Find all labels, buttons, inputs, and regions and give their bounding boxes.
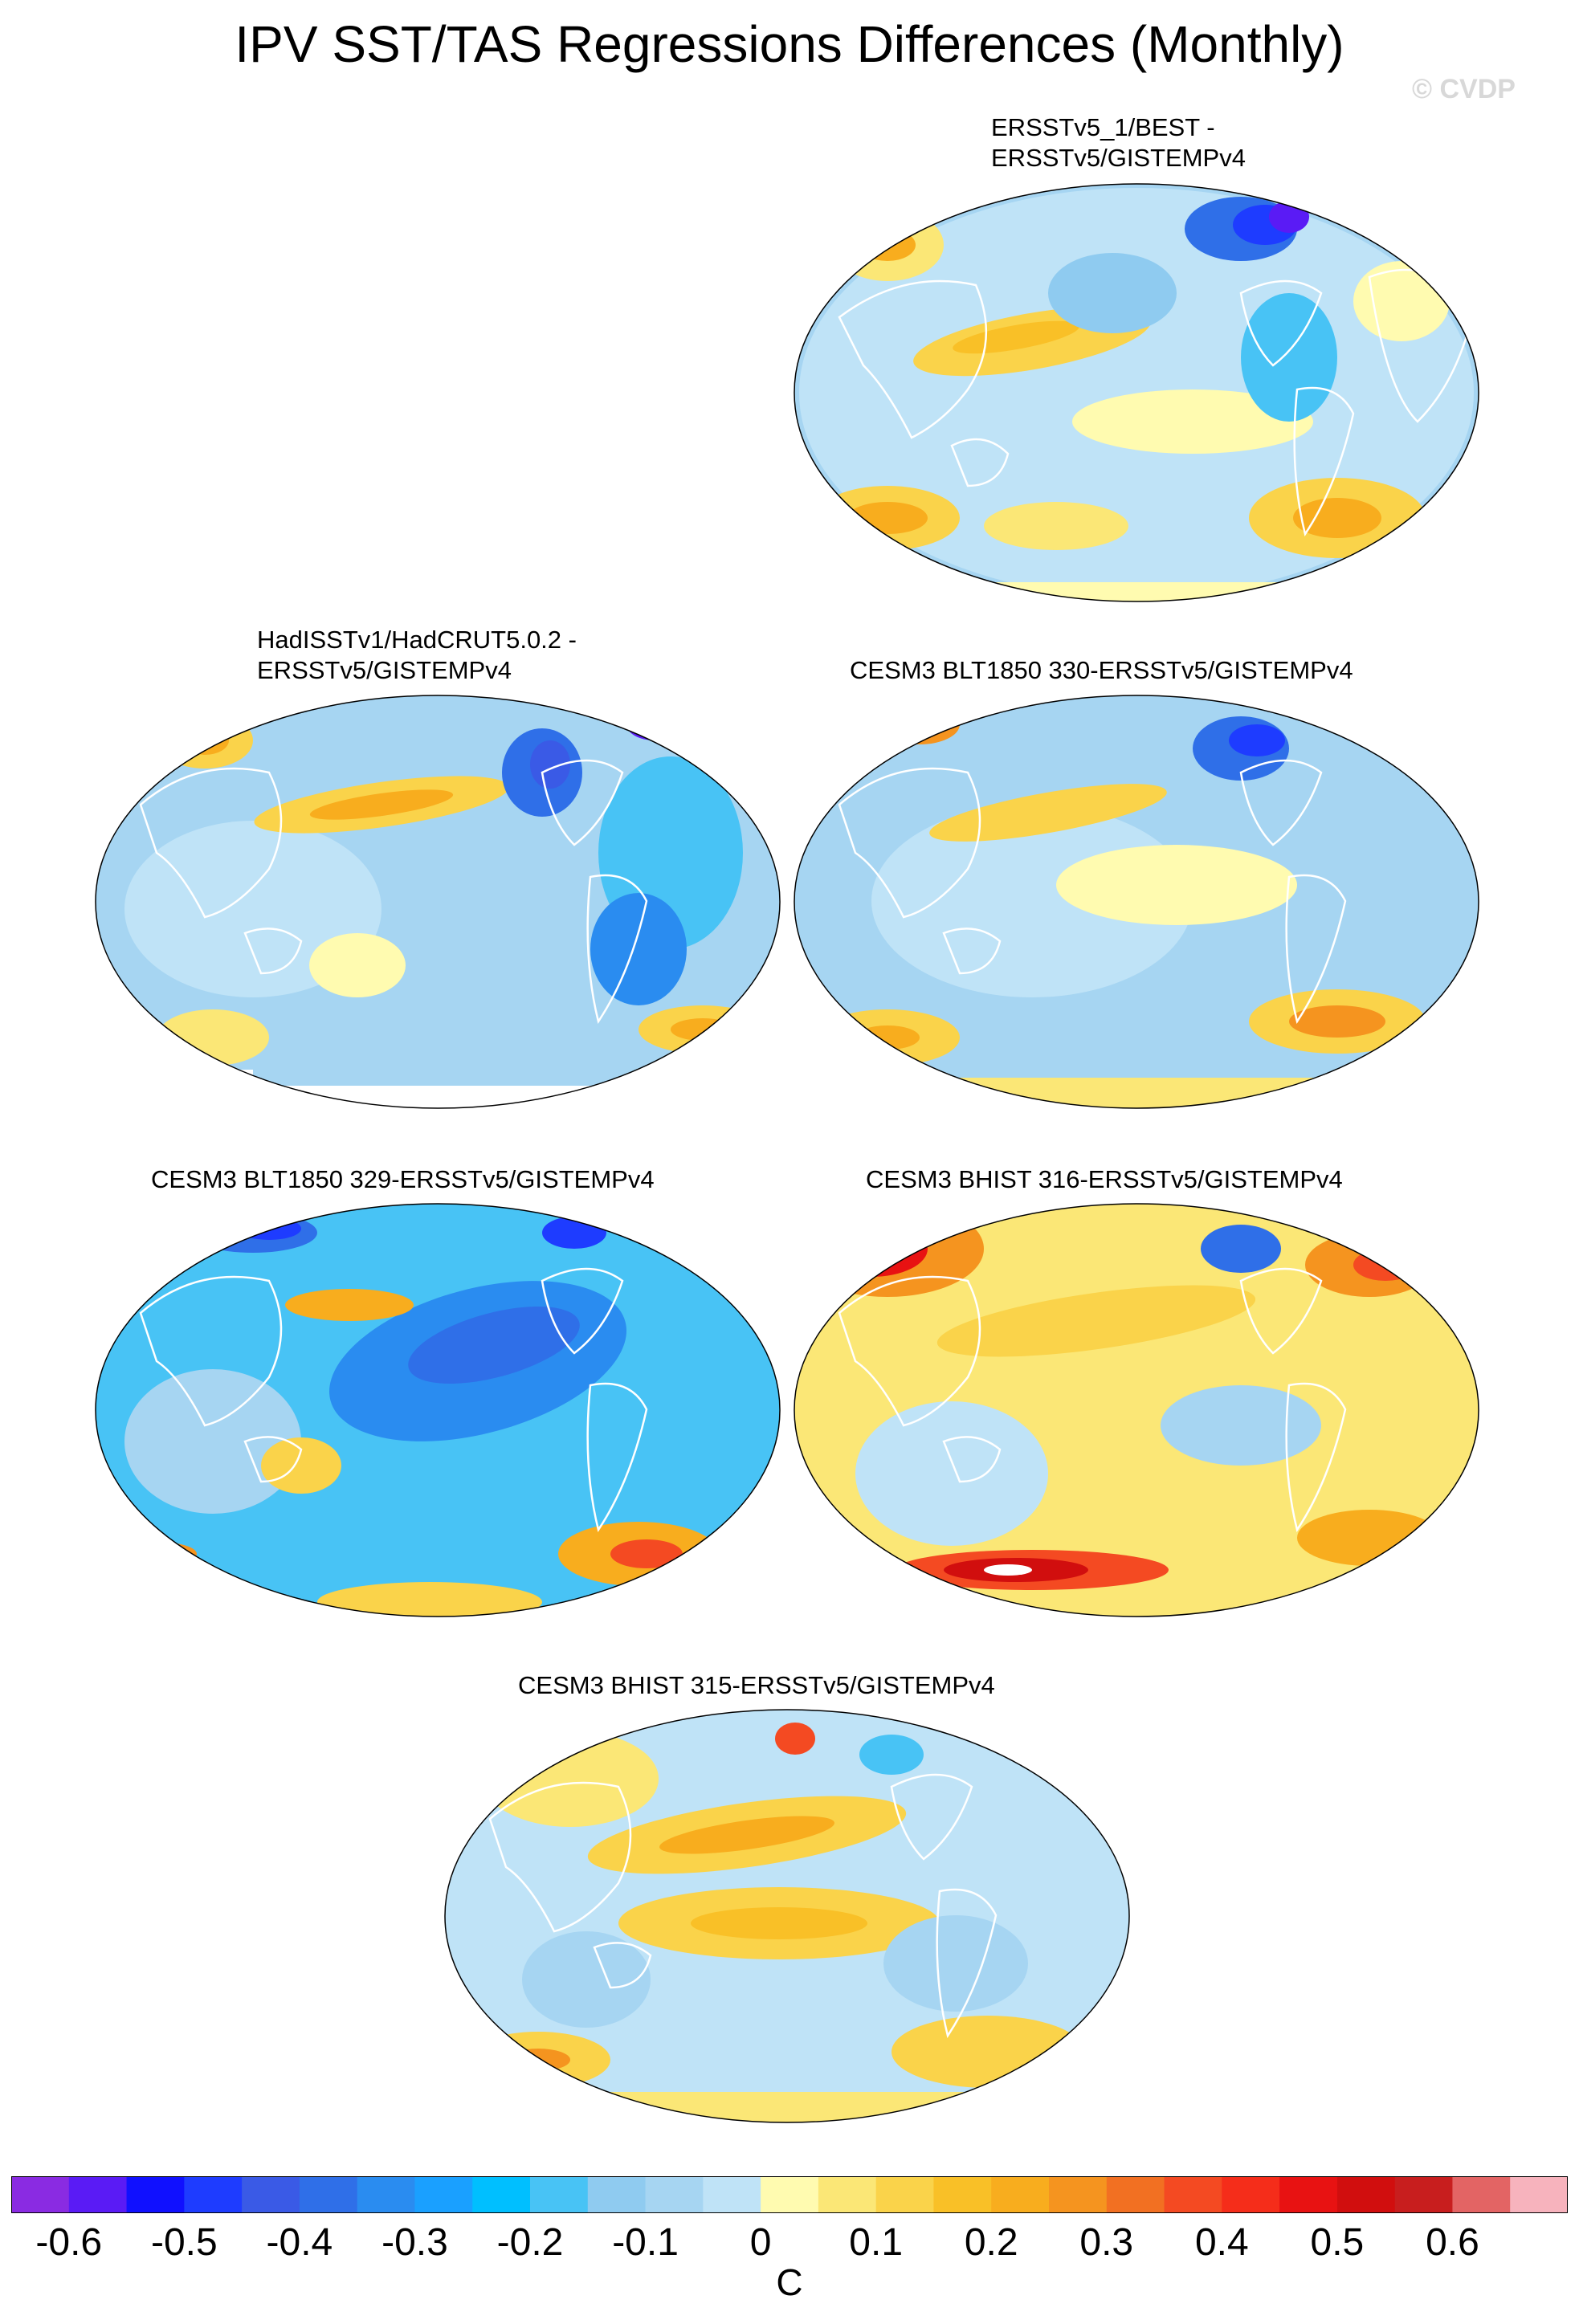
colorbar-bin <box>299 2176 358 2213</box>
colorbar-bin <box>587 2176 647 2213</box>
map-panel-4 <box>95 1203 781 1617</box>
colorbar-bin <box>472 2176 531 2213</box>
colorbar-bin <box>1106 2176 1165 2213</box>
colorbar-bin <box>11 2176 70 2213</box>
colorbar-bin <box>933 2176 992 2213</box>
map-panel-2 <box>95 695 781 1109</box>
colorbar-bin <box>242 2176 300 2213</box>
map-panel-5 <box>794 1203 1479 1617</box>
panel-title-5: CESM3 BHIST 316-ERSSTv5/GISTEMPv4 <box>866 1165 1343 1193</box>
colorbar-bin <box>991 2176 1050 2213</box>
panel-title-2: HadISSTv1/HadCRUT5.0.2 - ERSSTv5/GISTEMP… <box>257 626 577 684</box>
colorbar-bin <box>645 2176 704 2213</box>
panel-title-1: ERSSTv5_1/BEST - ERSSTv5/GISTEMPv4 <box>991 113 1246 172</box>
colorbar-bin <box>1164 2176 1222 2213</box>
colorbar-bin <box>1510 2176 1568 2213</box>
colorbar-bin <box>414 2176 473 2213</box>
colorbar-tick-label: -0.3 <box>381 2221 448 2264</box>
colorbar-bin <box>126 2176 185 2213</box>
colorbar-tick-label: 0.3 <box>1079 2221 1134 2264</box>
colorbar-tick-label: -0.6 <box>35 2221 103 2264</box>
colorbar-bin <box>1279 2176 1338 2213</box>
colorbar-tick-label: 0.5 <box>1310 2221 1365 2264</box>
colorbar-bin <box>818 2176 877 2213</box>
colorbar-tick-label: 0 <box>749 2221 772 2264</box>
map-panel-1 <box>794 183 1479 602</box>
colorbar-bin <box>1394 2176 1453 2213</box>
colorbar-tick-label: -0.2 <box>496 2221 564 2264</box>
figure-title: IPV SST/TAS Regressions Differences (Mon… <box>235 15 1344 73</box>
colorbar-tick-label: 0.4 <box>1194 2221 1249 2264</box>
colorbar-bin <box>68 2176 128 2213</box>
copyright-watermark: © CVDP <box>1412 74 1516 104</box>
colorbar-bin <box>761 2176 819 2213</box>
colorbar <box>11 2176 1568 2213</box>
colorbar-bin <box>357 2176 415 2213</box>
colorbar-bin <box>1452 2176 1511 2213</box>
panel-title-3: CESM3 BLT1850 330-ERSSTv5/GISTEMPv4 <box>850 656 1353 684</box>
colorbar-units-label: C <box>776 2261 803 2303</box>
colorbar-tick-label: 0.6 <box>1426 2221 1479 2264</box>
colorbar-bin <box>1336 2176 1396 2213</box>
colorbar-tick-label: -0.5 <box>150 2221 218 2264</box>
map-panel-3 <box>794 695 1479 1109</box>
colorbar-bin <box>703 2176 761 2213</box>
map-panel-6 <box>444 1709 1130 2123</box>
colorbar-tick-label: -0.1 <box>612 2221 679 2264</box>
panel-title-4: CESM3 BLT1850 329-ERSSTv5/GISTEMPv4 <box>151 1165 655 1193</box>
panel-title-6: CESM3 BHIST 315-ERSSTv5/GISTEMPv4 <box>518 1671 995 1699</box>
colorbar-tick-label: 0.2 <box>964 2221 1018 2264</box>
colorbar-bin <box>184 2176 243 2213</box>
colorbar-tick-label: 0.1 <box>849 2221 904 2264</box>
colorbar-bin <box>1222 2176 1280 2213</box>
colorbar-bin <box>875 2176 934 2213</box>
colorbar-bin <box>1049 2176 1108 2213</box>
colorbar-tick-label: -0.4 <box>266 2221 333 2264</box>
colorbar-bin <box>530 2176 589 2213</box>
